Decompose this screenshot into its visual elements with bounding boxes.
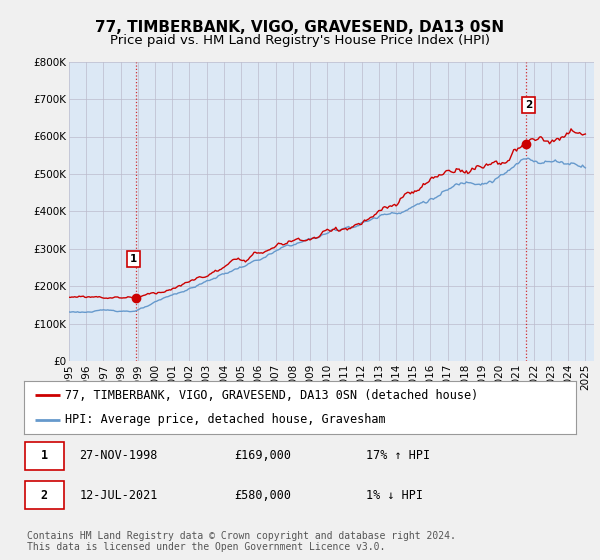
Text: 17% ↑ HPI: 17% ↑ HPI xyxy=(366,449,430,463)
Text: 1: 1 xyxy=(41,449,48,463)
Text: 77, TIMBERBANK, VIGO, GRAVESEND, DA13 0SN: 77, TIMBERBANK, VIGO, GRAVESEND, DA13 0S… xyxy=(95,20,505,35)
Text: Price paid vs. HM Land Registry's House Price Index (HPI): Price paid vs. HM Land Registry's House … xyxy=(110,34,490,46)
Text: 77, TIMBERBANK, VIGO, GRAVESEND, DA13 0SN (detached house): 77, TIMBERBANK, VIGO, GRAVESEND, DA13 0S… xyxy=(65,389,479,402)
Text: 27-NOV-1998: 27-NOV-1998 xyxy=(79,449,158,463)
Text: £169,000: £169,000 xyxy=(234,449,291,463)
FancyBboxPatch shape xyxy=(25,482,64,508)
Text: 1% ↓ HPI: 1% ↓ HPI xyxy=(366,488,423,502)
Text: 2: 2 xyxy=(41,488,48,502)
FancyBboxPatch shape xyxy=(25,442,64,469)
Text: 1: 1 xyxy=(130,254,137,264)
Text: HPI: Average price, detached house, Gravesham: HPI: Average price, detached house, Grav… xyxy=(65,413,386,426)
Text: Contains HM Land Registry data © Crown copyright and database right 2024.
This d: Contains HM Land Registry data © Crown c… xyxy=(27,531,456,553)
Text: 2: 2 xyxy=(525,100,532,110)
Text: £580,000: £580,000 xyxy=(234,488,291,502)
Text: 12-JUL-2021: 12-JUL-2021 xyxy=(79,488,158,502)
